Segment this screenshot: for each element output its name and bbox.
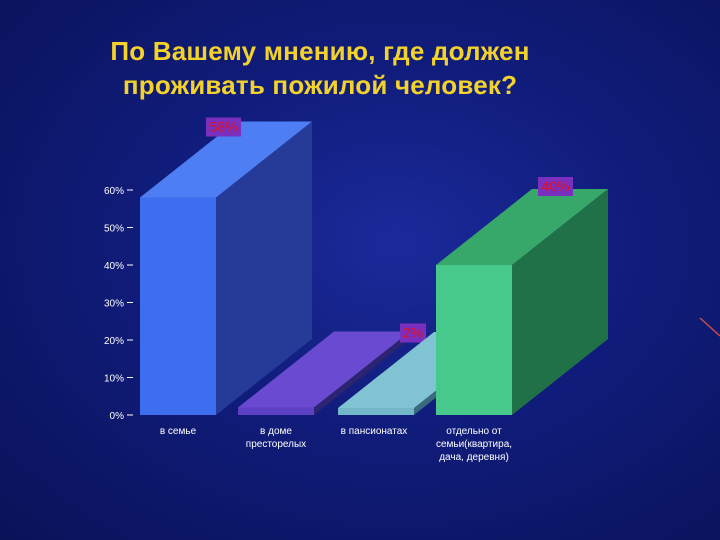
data-label-text: 40% bbox=[541, 178, 569, 194]
data-label-text: 58% bbox=[209, 119, 237, 135]
bar-4 bbox=[436, 189, 608, 415]
data-label-box bbox=[206, 117, 241, 137]
data-label-2: 2% bbox=[400, 323, 426, 343]
bar-top-face bbox=[436, 189, 608, 265]
category-label: в доме престорелых bbox=[246, 426, 306, 450]
bar-front-face bbox=[338, 408, 414, 415]
bar-side-face bbox=[314, 331, 410, 415]
data-label-box bbox=[400, 323, 426, 343]
data-label-4: 40% bbox=[538, 177, 573, 196]
data-label-text: 2% bbox=[403, 325, 423, 341]
bar-side-face bbox=[512, 189, 608, 415]
data-label-1: 58% bbox=[206, 117, 241, 137]
category-label: в семье bbox=[160, 426, 197, 437]
chart-title: По Вашему мнению, где должен проживать п… bbox=[110, 36, 530, 100]
bar-front-face bbox=[436, 265, 512, 415]
y-tick-label: 10% bbox=[104, 374, 124, 385]
category-label: в пансионатах bbox=[341, 426, 408, 437]
bar-2 bbox=[238, 331, 410, 415]
y-tick-label: 60% bbox=[104, 186, 124, 197]
data-label-box bbox=[538, 177, 573, 196]
category-label: отдельно от семьи(квартира, дача, деревня) bbox=[436, 426, 512, 463]
y-tick-label: 30% bbox=[104, 299, 124, 310]
bar-top-face bbox=[140, 121, 312, 198]
y-tick-label: 0% bbox=[110, 411, 125, 422]
y-tick-label: 20% bbox=[104, 336, 124, 347]
bar-1 bbox=[140, 121, 312, 415]
y-tick-label: 50% bbox=[104, 224, 124, 235]
bar-side-face bbox=[216, 121, 312, 415]
y-tick-label: 40% bbox=[104, 261, 124, 272]
bar-front-face bbox=[238, 407, 314, 415]
bar-top-face bbox=[238, 331, 410, 408]
bar-front-face bbox=[140, 197, 216, 415]
